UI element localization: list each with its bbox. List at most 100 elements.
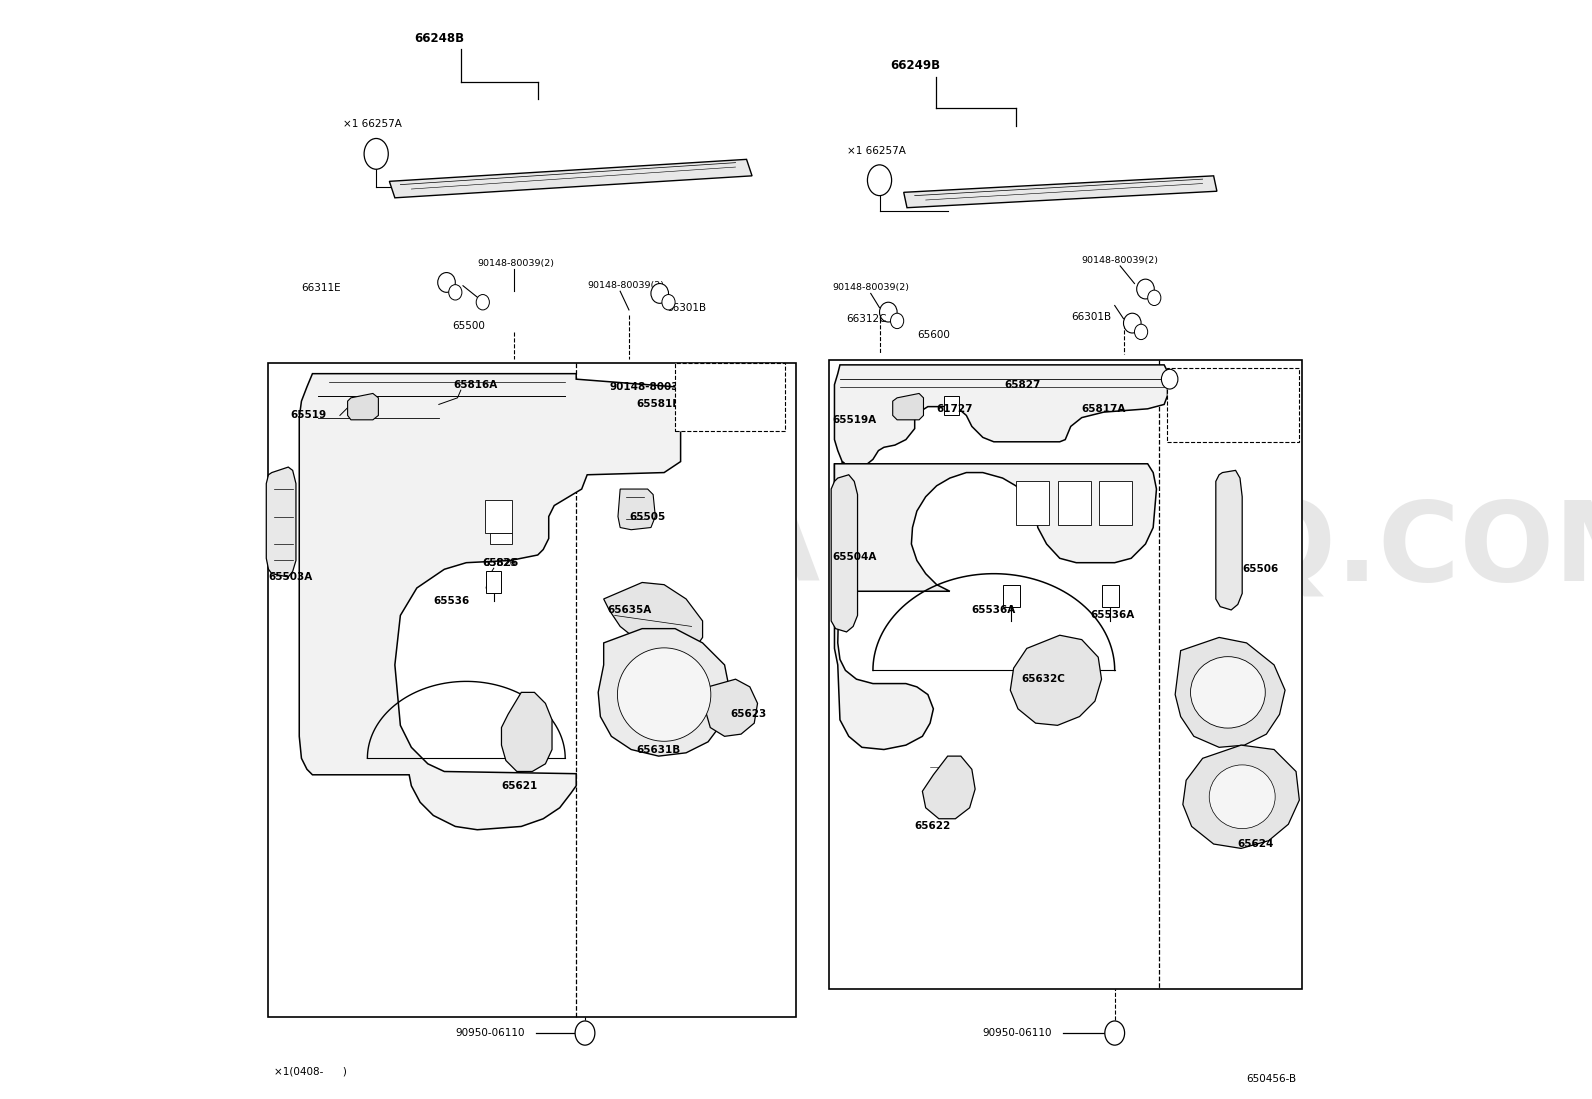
Bar — [675, 363, 785, 431]
Ellipse shape — [868, 165, 892, 196]
Text: 90148-80039(2): 90148-80039(2) — [833, 284, 909, 292]
Text: 65826: 65826 — [482, 557, 516, 568]
Bar — [1057, 481, 1091, 525]
Polygon shape — [347, 393, 379, 420]
Bar — [486, 500, 513, 533]
Text: 66101E: 66101E — [724, 412, 767, 423]
Text: 65622: 65622 — [915, 821, 950, 832]
Text: 65623: 65623 — [731, 709, 766, 720]
Polygon shape — [893, 393, 923, 420]
Text: 65507C: 65507C — [708, 374, 751, 385]
Text: 90148-80039(2): 90148-80039(2) — [478, 259, 554, 268]
Ellipse shape — [575, 1021, 595, 1045]
Polygon shape — [1216, 470, 1242, 610]
Text: 66249B: 66249B — [892, 59, 941, 73]
Polygon shape — [501, 692, 552, 771]
Ellipse shape — [1124, 313, 1141, 333]
Text: 65506: 65506 — [1242, 564, 1278, 575]
Ellipse shape — [1105, 1021, 1124, 1045]
Polygon shape — [618, 489, 656, 530]
Polygon shape — [834, 464, 1156, 591]
Ellipse shape — [651, 284, 669, 303]
Text: 66248B: 66248B — [414, 32, 463, 45]
Polygon shape — [390, 159, 751, 198]
Text: 90950-06110: 90950-06110 — [455, 1028, 524, 1039]
Text: 65631B: 65631B — [637, 744, 681, 755]
Polygon shape — [1183, 745, 1299, 848]
Bar — [490, 533, 513, 544]
Polygon shape — [834, 462, 933, 750]
Text: 65826: 65826 — [482, 557, 519, 568]
Text: 65582C: 65582C — [1178, 418, 1223, 429]
Text: 65519A: 65519A — [833, 414, 876, 425]
Ellipse shape — [662, 295, 675, 310]
Text: 90148-80039(2): 90148-80039(2) — [587, 281, 664, 290]
Text: 65827: 65827 — [1005, 379, 1041, 390]
Text: 65503A: 65503A — [269, 571, 312, 582]
Polygon shape — [834, 365, 1167, 467]
Text: 65636A: 65636A — [1212, 674, 1256, 685]
Text: 66301B: 66301B — [1071, 311, 1111, 322]
Ellipse shape — [1137, 279, 1154, 299]
Text: 65536A: 65536A — [971, 604, 1016, 615]
Text: 66301B: 66301B — [667, 302, 707, 313]
Polygon shape — [1011, 635, 1102, 725]
Ellipse shape — [1162, 369, 1178, 389]
Text: 65508D: 65508D — [1216, 393, 1261, 404]
Text: 65635A: 65635A — [607, 604, 651, 615]
Ellipse shape — [890, 313, 904, 329]
Ellipse shape — [1135, 324, 1148, 340]
Text: 65624: 65624 — [1239, 839, 1274, 850]
Ellipse shape — [879, 302, 898, 322]
Text: 65817A: 65817A — [1081, 403, 1126, 414]
Text: ×1 66257A: ×1 66257A — [344, 119, 403, 130]
Text: 65536A: 65536A — [1091, 610, 1135, 621]
Ellipse shape — [365, 138, 388, 169]
Bar — [1003, 585, 1020, 607]
Text: 65600: 65600 — [917, 330, 950, 341]
Polygon shape — [599, 629, 731, 756]
Ellipse shape — [1191, 657, 1266, 728]
Bar — [1167, 368, 1299, 442]
Ellipse shape — [1148, 290, 1161, 306]
Bar — [1100, 481, 1132, 525]
Bar — [1016, 481, 1049, 525]
Text: 61727: 61727 — [936, 403, 973, 414]
Polygon shape — [266, 467, 296, 577]
Text: ×1(0408-      ): ×1(0408- ) — [274, 1066, 347, 1077]
Ellipse shape — [476, 295, 489, 310]
Text: 65581B: 65581B — [637, 399, 681, 410]
Ellipse shape — [1210, 765, 1275, 829]
Polygon shape — [904, 176, 1216, 208]
Text: 65505: 65505 — [629, 511, 665, 522]
Text: 65536: 65536 — [433, 596, 470, 607]
Ellipse shape — [438, 273, 455, 292]
Polygon shape — [831, 475, 858, 632]
Bar — [1102, 585, 1119, 607]
Bar — [269, 363, 796, 1017]
Bar — [486, 571, 501, 593]
Text: 65816A: 65816A — [454, 379, 497, 390]
Text: 66312C: 66312C — [847, 313, 887, 324]
Text: 65621: 65621 — [501, 780, 537, 791]
Text: 650456-B: 650456-B — [1247, 1074, 1296, 1085]
Text: 90950-06110: 90950-06110 — [982, 1028, 1052, 1039]
Text: 65632C: 65632C — [1022, 674, 1065, 685]
Ellipse shape — [449, 285, 462, 300]
Polygon shape — [922, 756, 976, 819]
Text: ×1 66257A: ×1 66257A — [847, 145, 906, 156]
Text: 65504A: 65504A — [833, 552, 877, 563]
Polygon shape — [705, 679, 758, 736]
Text: 90148-80039(2): 90148-80039(2) — [1081, 256, 1159, 265]
Ellipse shape — [618, 647, 710, 741]
Text: 66102E: 66102E — [1242, 418, 1285, 429]
Polygon shape — [603, 582, 702, 654]
Text: 65519: 65519 — [290, 410, 326, 421]
Polygon shape — [1175, 637, 1285, 747]
Bar — [944, 396, 958, 415]
Text: 90148-80039: 90148-80039 — [1170, 374, 1247, 385]
Text: 90148-80039: 90148-80039 — [610, 381, 686, 392]
Text: 65500: 65500 — [452, 321, 486, 332]
Text: PARTSOUQ.COM: PARTSOUQ.COM — [664, 496, 1592, 603]
Text: 66311E: 66311E — [301, 282, 341, 293]
